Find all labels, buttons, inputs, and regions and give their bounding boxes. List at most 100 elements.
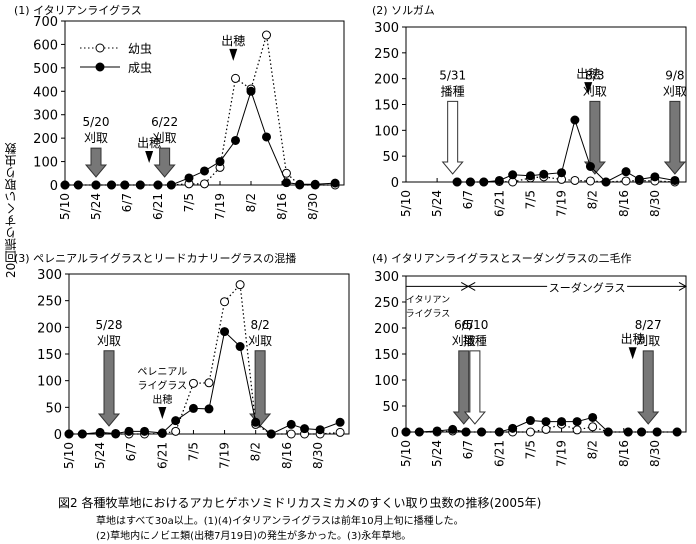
data-point-adult [171,416,181,426]
y-tick-label: 200 [374,73,399,88]
data-point-adult [200,166,209,176]
data-point-adult [235,342,245,352]
data-point-adult [166,180,176,190]
data-point-adult [281,178,291,188]
legend-label-adult: 成虫 [128,61,152,75]
data-point-adult [603,427,613,437]
data-point-adult [315,425,325,435]
heading-label: 出穂 [621,332,645,346]
period-label: イタリアン [406,294,450,305]
data-point-adult [120,180,130,190]
y-tick-label: 400 [33,85,58,100]
x-tick-label: 8/30 [648,440,662,467]
annotation-label: 刈取 [583,84,607,98]
data-point-adult [300,424,310,434]
cut-arrow-icon [97,350,121,427]
x-tick-label: 5/24 [89,193,103,220]
data-point-adult [672,427,682,437]
data-point-juvenile [200,179,209,189]
data-point-adult [414,427,424,437]
y-tick-label: 300 [374,270,399,285]
data-point-adult [286,419,296,429]
chart-title: (1) イタリアンライグラス [14,3,142,17]
data-point-juvenile [588,422,598,432]
annotation-date: 9/8 [665,68,684,82]
annotation-date: 8/3 [585,68,604,82]
y-tick-label: 250 [37,295,62,310]
x-tick-label: 8/16 [280,442,294,469]
cut-arrow-icon [663,100,686,175]
period-label: スーダングラス [549,280,626,294]
cut-arrow-icon [452,350,475,425]
annotation-date: 6/22 [151,115,178,129]
figure: (1) イタリアンライグラス01002003004005006007005/10… [14,3,688,469]
data-point-juvenile [585,176,595,186]
data-point-adult [111,428,121,438]
label-bg [547,280,628,293]
plot-area [64,20,345,186]
data-point-adult [461,427,471,437]
annotation-label: 刈取 [248,334,272,348]
y-tick-label: 100 [374,374,399,389]
annotation-label: 播種 [441,84,465,98]
heading-label: ライグラス [138,379,188,392]
data-point-adult [525,171,535,181]
data-point-juvenile [171,426,181,436]
heading-triangle-icon [628,347,637,360]
x-tick-label: 6/7 [124,442,138,461]
annotation-date: 5/28 [96,318,123,332]
data-point-adult [124,426,134,436]
x-tick-label: 7/19 [555,190,569,217]
data-point-adult [479,177,489,187]
data-point-adult [188,403,198,413]
y-tick-label: 0 [391,176,399,191]
heading-triangle-icon [584,82,593,95]
annotation-date: 6/10 [461,318,488,332]
data-point-adult [634,174,644,184]
data-point-adult [231,135,240,145]
x-tick-label: 7/5 [523,190,537,209]
data-point-juvenile [335,427,345,437]
chart-panel-4: (4) イタリアンライグラスとスーダングラスの二毛作 0 50 100 150 200 25… [372,251,688,467]
x-tick-label: 5/24 [430,190,444,217]
data-point-adult [153,180,163,190]
y-tick-label: 150 [37,348,62,363]
cut-arrow-icon [249,350,272,427]
data-point-juvenile [235,280,245,290]
data-point-juvenile [231,73,240,83]
x-tick-label: 6/21 [151,193,165,220]
data-point-adult [448,424,458,434]
sowing-arrow-icon [441,100,464,175]
data-point-juvenile [220,297,230,307]
caption-note-2: (2)草地内にノビエ類(出穂7月19日)の発生が多かった。(3)永年草地。 [96,531,412,542]
y-tick-label: 250 [374,47,399,62]
data-point-adult [157,428,167,438]
data-point-adult [541,417,551,427]
data-point-juvenile [541,424,551,434]
y-tick-label: 200 [374,322,399,337]
legend-label-juvenile: 幼虫 [128,42,152,56]
x-tick-label: 8/16 [275,193,289,220]
y-tick-label: 50 [45,401,62,416]
annotation-date: 8/2 [250,318,269,332]
cut-arrow-icon [153,147,176,178]
annotation-label: 刈取 [153,131,177,145]
chart-panel-2: (2) ソルガム 0 50 100 150 200 250 300 5/10 5/24 6/7 6/2… [372,4,687,217]
heading-label: 出穂 [576,67,600,81]
annotation-date: 5/31 [439,68,466,82]
y-tick-label: 300 [33,109,58,124]
x-tick-label: 8/16 [617,440,631,467]
chart-title: (4) イタリアンライグラスとスーダングラスの二毛作 [372,251,632,265]
data-point-adult [215,157,225,167]
chart-title: (2) ソルガム [372,4,435,17]
x-tick-label: 6/21 [492,440,506,467]
y-tick-label: 500 [33,62,58,77]
cut-arrow-icon [637,350,660,425]
data-point-adult [77,429,87,439]
x-tick-label: 6/21 [155,442,169,469]
x-tick-label: 8/30 [648,190,662,217]
data-point-adult [508,423,518,433]
data-point-juvenile [286,429,296,439]
x-tick-label: 7/5 [182,193,196,212]
x-tick-label: 7/19 [218,442,232,469]
